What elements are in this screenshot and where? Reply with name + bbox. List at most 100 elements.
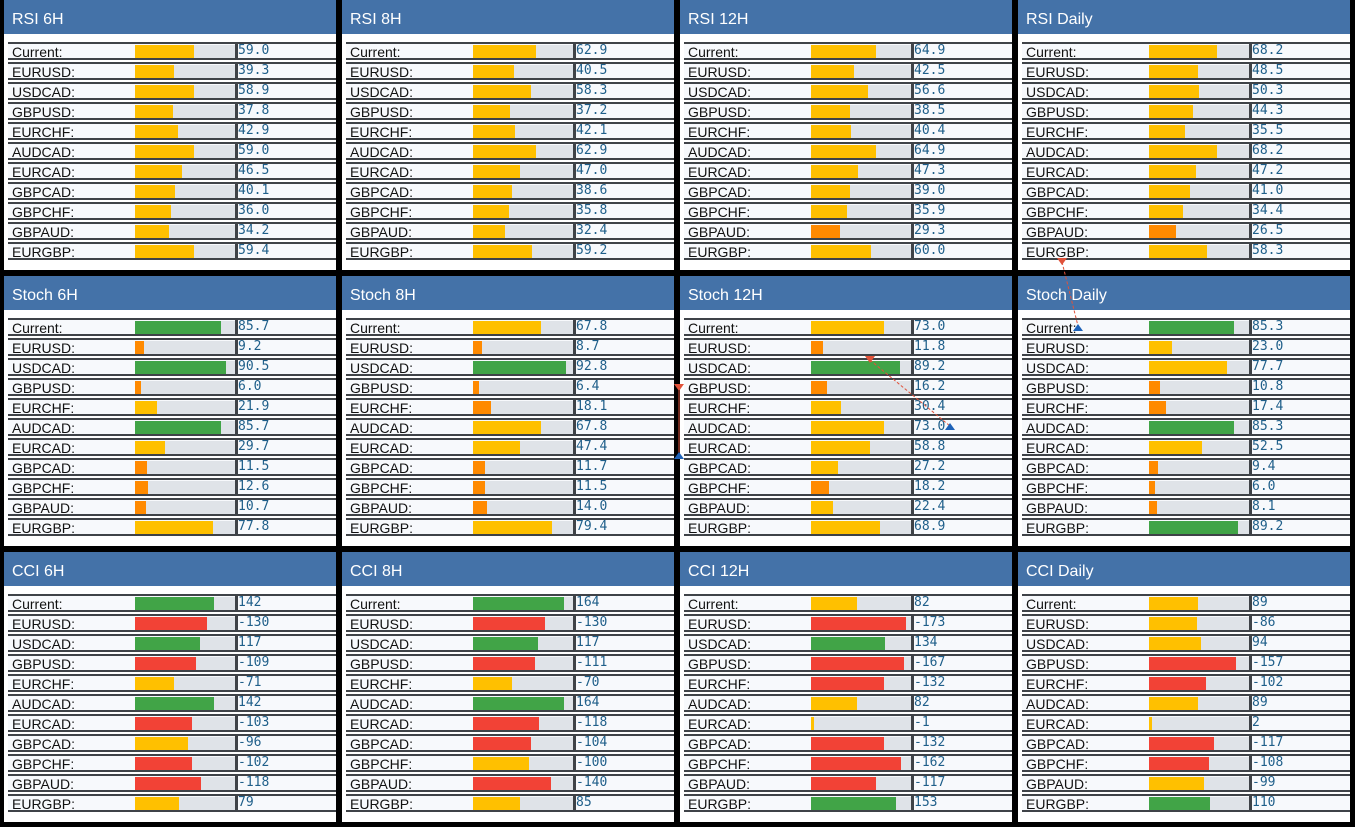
level-bar-track [811, 165, 911, 178]
pair-label: EURCHF: [1026, 124, 1089, 140]
indicator-value: 42.1 [576, 123, 608, 138]
indicator-row: EURGBP: 58.3 [1022, 242, 1350, 260]
level-bar-fill [473, 45, 536, 58]
indicator-value: 27.2 [914, 459, 946, 474]
level-bar-track [473, 717, 573, 730]
indicator-value: 52.5 [1252, 439, 1284, 454]
bar-separator [911, 64, 914, 79]
pair-label: EURUSD: [688, 616, 752, 632]
bar-separator [235, 676, 238, 691]
indicator-row: GBPUSD: 16.2 [684, 378, 1012, 396]
indicator-row: EURCAD: -118 [346, 714, 674, 732]
bar-separator [1249, 124, 1252, 139]
bar-separator [573, 736, 576, 751]
bar-separator [573, 716, 576, 731]
pair-label: EURGBP: [350, 520, 414, 536]
indicator-row: AUDCAD: 73.0 [684, 418, 1012, 436]
bar-separator [235, 44, 238, 59]
indicator-value: 67.8 [576, 319, 608, 334]
level-bar-track [473, 757, 573, 770]
bar-separator [573, 596, 576, 611]
indicator-value: 47.0 [576, 163, 608, 178]
bar-separator [573, 144, 576, 159]
indicator-row: EURCAD: 52.5 [1022, 438, 1350, 456]
level-bar-fill [1149, 381, 1160, 394]
level-bar-track [1149, 105, 1249, 118]
indicator-value: 67.8 [576, 419, 608, 434]
level-bar-fill [473, 797, 520, 810]
level-bar-fill [811, 225, 840, 238]
level-bar-track [135, 165, 235, 178]
bar-separator [235, 736, 238, 751]
level-bar-track [473, 321, 573, 334]
level-bar-track [135, 461, 235, 474]
level-bar-track [135, 225, 235, 238]
level-bar-track [473, 657, 573, 670]
level-bar-fill [473, 777, 551, 790]
bar-separator [235, 144, 238, 159]
indicator-value: 68.2 [1252, 43, 1284, 58]
level-bar-track [135, 757, 235, 770]
indicator-value: 82 [914, 595, 930, 610]
level-bar-fill [135, 777, 201, 790]
bar-separator [573, 776, 576, 791]
indicator-value: 21.9 [238, 399, 270, 414]
indicator-value: 89 [1252, 695, 1268, 710]
indicator-value: 9.2 [238, 339, 262, 354]
level-bar-fill [1149, 597, 1198, 610]
level-bar-track [1149, 401, 1249, 414]
level-bar-fill [135, 105, 173, 118]
level-bar-track [1149, 85, 1249, 98]
level-bar-fill [473, 321, 541, 334]
bar-separator [1249, 204, 1252, 219]
pair-label: GBPCHF: [688, 204, 751, 220]
indicator-value: 46.5 [238, 163, 270, 178]
indicator-row: AUDCAD: 82 [684, 694, 1012, 712]
indicator-row: USDCAD: 117 [346, 634, 674, 652]
pair-label: Current: [12, 596, 63, 612]
panel-title: Stoch 8H [342, 276, 674, 310]
bar-separator [235, 596, 238, 611]
bar-separator [911, 224, 914, 239]
level-bar-track [473, 481, 573, 494]
level-bar-fill [811, 105, 850, 118]
indicator-row: GBPCAD: 41.0 [1022, 182, 1350, 200]
level-bar-track [135, 321, 235, 334]
bar-separator [235, 636, 238, 651]
indicator-value: 117 [576, 635, 600, 650]
indicator-value: 35.8 [576, 203, 608, 218]
level-bar-fill [473, 441, 520, 454]
indicator-value: -103 [238, 715, 270, 730]
level-bar-track [811, 637, 911, 650]
indicator-row: GBPUSD: 37.8 [8, 102, 336, 120]
bar-separator [1249, 716, 1252, 731]
level-bar-track [811, 757, 911, 770]
bar-separator [235, 104, 238, 119]
level-bar-track [135, 401, 235, 414]
level-bar-fill [1149, 461, 1158, 474]
indicator-value: 94 [1252, 635, 1268, 650]
pair-label: Current: [688, 596, 739, 612]
level-bar-fill [135, 421, 221, 434]
level-bar-fill [135, 757, 192, 770]
indicator-value: 59.0 [238, 43, 270, 58]
bar-separator [911, 204, 914, 219]
indicator-row: USDCAD: 50.3 [1022, 82, 1350, 100]
level-bar-track [1149, 185, 1249, 198]
bar-separator [235, 84, 238, 99]
level-bar-fill [135, 737, 188, 750]
indicator-value: -173 [914, 615, 946, 630]
level-bar-track [811, 501, 911, 514]
level-bar-fill [1149, 617, 1197, 630]
indicator-value: 153 [914, 795, 938, 810]
pair-label: EURUSD: [688, 64, 752, 80]
pair-label: AUDCAD: [12, 420, 76, 436]
bar-separator [1249, 676, 1252, 691]
bar-separator [235, 440, 238, 455]
level-bar-track [811, 461, 911, 474]
level-bar-fill [811, 441, 870, 454]
pair-label: EURUSD: [350, 64, 414, 80]
level-bar-fill [811, 797, 896, 810]
indicator-value: -86 [1252, 615, 1276, 630]
indicator-panel: Stoch 6H Current: 85.7 EURUSD: 9.2 USDCAD: 90.… [4, 276, 336, 546]
